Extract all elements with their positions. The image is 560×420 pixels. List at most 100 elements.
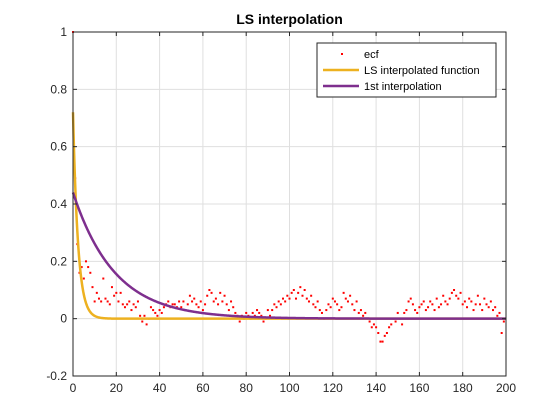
data-point (414, 309, 417, 312)
data-point (182, 300, 185, 303)
y-tick-label: 0.8 (50, 82, 67, 96)
legend-label-ls-interpolated-function: LS interpolated function (364, 65, 480, 77)
legend-items: ecf LS interpolated function 1st interpola… (323, 49, 480, 93)
data-point (167, 300, 170, 303)
data-point (427, 306, 430, 309)
data-point (346, 300, 349, 303)
data-point (433, 309, 436, 312)
data-point (206, 294, 209, 297)
data-point (214, 297, 217, 300)
data-point (444, 300, 447, 303)
data-point (279, 303, 282, 306)
legend-marker-ecf (341, 53, 343, 55)
data-point (210, 291, 213, 294)
data-point (420, 303, 423, 306)
data-point (470, 300, 473, 303)
data-point (277, 300, 280, 303)
data-point (294, 297, 297, 300)
data-point (141, 320, 144, 323)
data-point (195, 303, 198, 306)
data-point (173, 303, 176, 306)
data-point (251, 311, 254, 314)
data-point (494, 306, 497, 309)
data-point (152, 309, 155, 312)
data-point (162, 306, 165, 309)
data-point (275, 306, 278, 309)
data-point (271, 309, 274, 312)
data-point (310, 294, 313, 297)
data-point (340, 306, 343, 309)
data-point (197, 306, 200, 309)
data-point (492, 309, 495, 312)
data-point (455, 294, 458, 297)
series-1st-interpolation-line (71, 192, 507, 320)
data-point (357, 311, 360, 314)
data-point (126, 303, 129, 306)
data-point (258, 311, 261, 314)
data-point (245, 311, 248, 314)
data-point (466, 306, 469, 309)
data-point (450, 291, 453, 294)
data-point (139, 314, 142, 317)
data-point (401, 323, 404, 326)
data-point (143, 314, 146, 317)
data-point (282, 297, 285, 300)
data-point (459, 291, 462, 294)
data-point (145, 323, 148, 326)
data-point (342, 291, 345, 294)
data-point (336, 303, 339, 306)
data-point (435, 297, 438, 300)
data-point (212, 300, 215, 303)
x-tick-label: 120 (323, 381, 343, 395)
x-tick-label: 80 (240, 381, 254, 395)
x-tick-label: 100 (279, 381, 299, 395)
data-point (262, 320, 265, 323)
x-tick-label: 140 (366, 381, 386, 395)
data-point (104, 297, 107, 300)
data-point (260, 314, 263, 317)
data-point (286, 294, 289, 297)
data-point (379, 340, 382, 343)
data-point (221, 300, 224, 303)
data-point (156, 314, 159, 317)
data-point (171, 303, 174, 306)
data-point (128, 300, 131, 303)
data-point (238, 320, 241, 323)
data-point (130, 309, 133, 312)
data-point (132, 303, 135, 306)
data-point (474, 303, 477, 306)
x-tick-label: 0 (70, 381, 77, 395)
data-point (188, 294, 191, 297)
x-tick-label: 200 (496, 381, 516, 395)
data-point (375, 326, 378, 329)
data-point (290, 291, 293, 294)
x-tick-label: 160 (409, 381, 429, 395)
data-point (91, 286, 94, 289)
data-point (440, 303, 443, 306)
data-point (154, 311, 157, 314)
data-point (353, 309, 356, 312)
data-point (288, 297, 291, 300)
data-point (225, 303, 228, 306)
data-point (461, 303, 464, 306)
data-point (318, 309, 321, 312)
data-point (370, 326, 373, 329)
data-point (457, 297, 460, 300)
y-tick-label: -0.2 (46, 369, 67, 383)
data-point (100, 300, 103, 303)
data-point (273, 303, 276, 306)
data-point (301, 294, 304, 297)
data-point (411, 303, 414, 306)
y-tick-label: 0.2 (50, 254, 67, 268)
data-point (117, 300, 120, 303)
data-point (320, 311, 323, 314)
data-point (431, 303, 434, 306)
data-point (355, 300, 358, 303)
data-point (383, 334, 386, 337)
series-layer (71, 31, 507, 343)
data-point (333, 300, 336, 303)
data-point (368, 320, 371, 323)
x-tick-label: 20 (110, 381, 124, 395)
data-point (232, 306, 235, 309)
data-point (266, 309, 269, 312)
